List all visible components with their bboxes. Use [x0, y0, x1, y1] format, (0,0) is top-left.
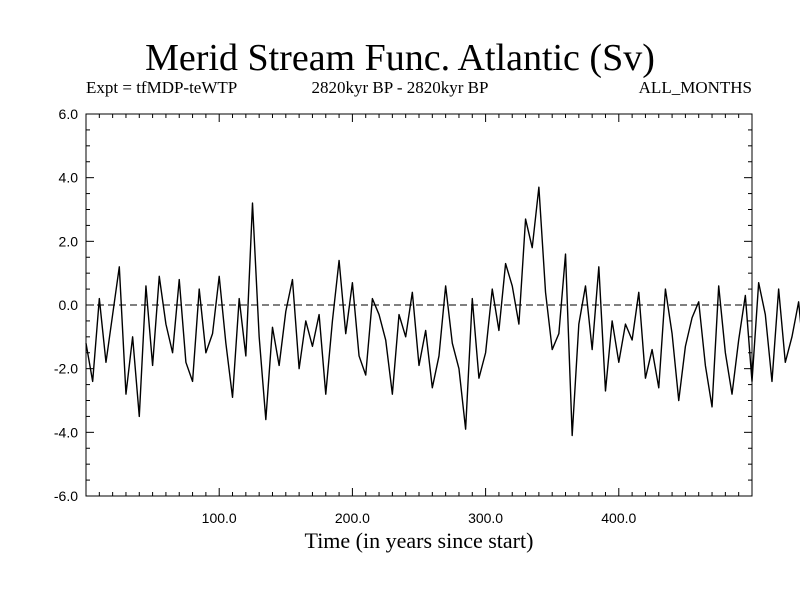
x-tick-label: 300.0: [468, 510, 503, 526]
x-tick-label: 100.0: [202, 510, 237, 526]
chart-title: Merid Stream Func. Atlantic (Sv): [145, 37, 655, 79]
time-range-label: 2820kyr BP - 2820kyr BP: [311, 78, 489, 97]
x-tick-label: 400.0: [601, 510, 636, 526]
x-axis-label: Time (in years since start): [304, 528, 534, 553]
y-tick-label: 2.0: [59, 233, 79, 249]
y-tick-label: -6.0: [54, 488, 78, 504]
y-tick-label: 4.0: [59, 170, 79, 186]
months-label: ALL_MONTHS: [638, 78, 752, 97]
data-series-line: [85, 186, 800, 437]
y-tick-label: 0.0: [59, 297, 79, 313]
y-tick-label: -2.0: [54, 361, 78, 377]
y-tick-label: -4.0: [54, 424, 78, 440]
x-tick-label: 200.0: [335, 510, 370, 526]
experiment-label: Expt = tfMDP-teWTP: [86, 78, 238, 97]
y-tick-label: 6.0: [59, 106, 79, 122]
